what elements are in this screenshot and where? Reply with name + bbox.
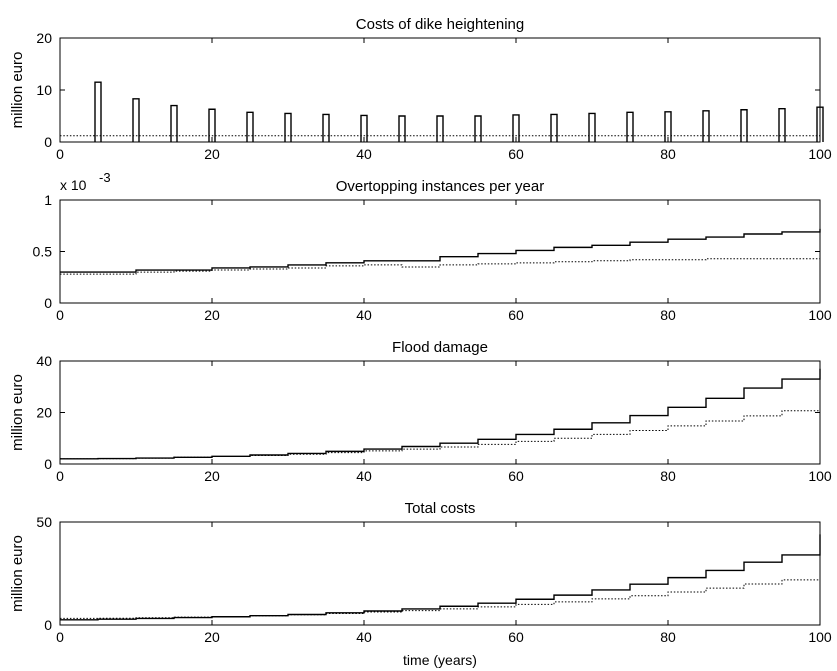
bar-7	[322, 113, 330, 142]
bar-12	[512, 114, 520, 142]
series-line-solid	[60, 228, 821, 273]
chart-title: Total costs	[405, 500, 476, 517]
x-tick-label: 60	[508, 629, 524, 645]
chart-title: Overtopping instances per year	[336, 178, 544, 195]
x-tick-label: 40	[356, 468, 372, 484]
x-tick-label: 20	[204, 629, 220, 645]
chart-title: Flood damage	[392, 339, 488, 356]
bar-8	[360, 114, 368, 142]
x-axis-label: time (years)	[403, 652, 477, 668]
y-tick-label: 50	[36, 514, 52, 530]
chart-title: Costs of dike heightening	[356, 16, 524, 33]
bar-17	[702, 110, 710, 142]
x-tick-label: 0	[56, 146, 64, 162]
x-tick-label: 100	[808, 146, 832, 162]
y-scale-exponent: -3	[99, 170, 111, 185]
y-tick-label: 0	[44, 456, 52, 472]
x-tick-label: 20	[204, 468, 220, 484]
bar-3	[170, 104, 178, 142]
y-tick-label: 0.5	[33, 244, 53, 260]
bar-4	[208, 108, 216, 142]
bar-16	[664, 111, 672, 142]
x-tick-label: 100	[808, 629, 832, 645]
bar-1	[94, 81, 102, 142]
x-tick-label: 40	[356, 307, 372, 323]
y-tick-label: 20	[36, 405, 52, 421]
y-tick-label: 0	[44, 295, 52, 311]
y-tick-label: 0	[44, 617, 52, 633]
bar-19	[778, 108, 786, 142]
x-tick-label: 80	[660, 307, 676, 323]
bar-14	[588, 112, 596, 142]
x-tick-label: 80	[660, 629, 676, 645]
y-scale-factor: x 10	[60, 177, 87, 193]
y-tick-label: 20	[36, 30, 52, 46]
series-line-solid	[60, 368, 821, 460]
bar-13	[550, 113, 558, 142]
bar-20	[816, 106, 824, 142]
bar-9	[398, 115, 406, 142]
x-tick-label: 60	[508, 468, 524, 484]
y-tick-label: 10	[36, 82, 52, 98]
series-line-solid	[60, 534, 821, 621]
x-tick-label: 60	[508, 146, 524, 162]
y-tick-label: 40	[36, 353, 52, 369]
plot-area	[59, 521, 821, 626]
y-tick-label: 0	[44, 134, 52, 150]
y-axis-label: million euro	[9, 535, 26, 612]
x-tick-label: 40	[356, 146, 372, 162]
bar-5	[246, 111, 254, 142]
x-tick-label: 100	[808, 468, 832, 484]
y-axis-label: million euro	[9, 374, 26, 451]
x-tick-label: 0	[56, 468, 64, 484]
chart-panel-3: 0 20 40 60 80 100 0 20 40 Flood damage million eur…	[9, 339, 832, 484]
x-tick-label: 0	[56, 629, 64, 645]
chart-panel-1: 0 20 40 60 80 100 0 10 20 Costs of dike heighteni…	[9, 16, 832, 162]
x-tick-label: 40	[356, 629, 372, 645]
series-line-dotted	[60, 575, 821, 619]
x-tick-label: 80	[660, 146, 676, 162]
x-tick-label: 60	[508, 307, 524, 323]
x-tick-label: 20	[204, 307, 220, 323]
plot-area	[59, 199, 821, 304]
bar-10	[436, 115, 444, 142]
x-tick-label: 80	[660, 468, 676, 484]
chart-panel-2: 0 20 40 60 80 100 0 0.5 1 Overtopping instances p…	[33, 170, 832, 323]
bar-2	[132, 98, 140, 142]
bar-15	[626, 111, 634, 142]
x-tick-label: 0	[56, 307, 64, 323]
x-tick-label: 20	[204, 146, 220, 162]
plot-area	[59, 37, 821, 143]
y-axis-label: million euro	[9, 52, 26, 129]
series-line-dotted	[60, 404, 821, 460]
bar-6	[284, 112, 292, 142]
y-tick-label: 1	[44, 192, 52, 208]
bar-18	[740, 109, 748, 142]
chart-panel-4: 0 20 40 60 80 100 0 50 Total costs million euro ti…	[9, 500, 832, 668]
x-tick-label: 100	[808, 307, 832, 323]
bar-11	[474, 115, 482, 142]
